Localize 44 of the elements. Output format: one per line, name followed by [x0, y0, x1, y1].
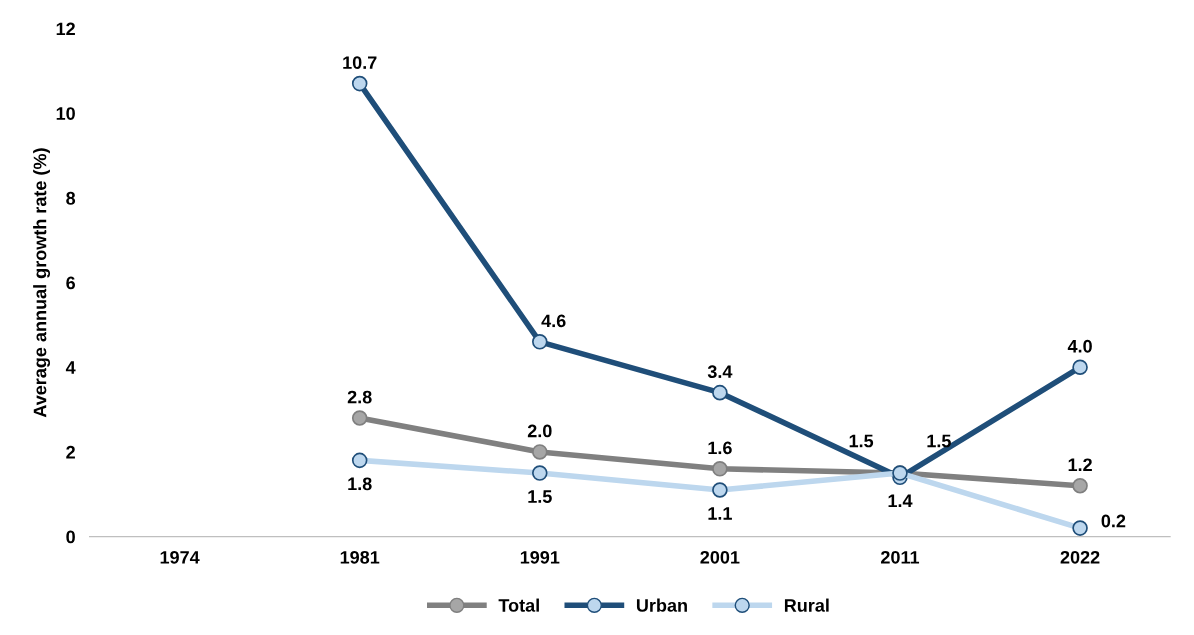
x-tick-label: 2001	[700, 550, 740, 564]
data-label: 2.8	[347, 390, 372, 404]
data-label: 10.7	[343, 56, 377, 70]
point	[351, 410, 368, 426]
legend-label: Urban	[636, 598, 687, 612]
data-label: 1.6	[708, 441, 732, 455]
data-label: 3.4	[707, 365, 733, 379]
data-label: 1.4	[888, 494, 913, 507]
point	[1072, 359, 1088, 376]
point	[712, 482, 728, 498]
point	[532, 465, 548, 481]
y-tick-label: 4	[65, 361, 76, 374]
point	[1072, 520, 1088, 536]
y-tick-label: 6	[66, 276, 76, 290]
point	[351, 452, 368, 469]
y-tick-label: 2	[66, 445, 75, 459]
point	[712, 461, 728, 477]
point	[532, 444, 548, 460]
point	[712, 384, 728, 401]
x-tick-label: 1974	[160, 550, 200, 564]
data-label: 4.0	[1067, 339, 1092, 353]
data-label: 1.5	[528, 490, 552, 503]
x-tick-label: 1991	[520, 550, 560, 564]
data-label: 1.5	[927, 434, 951, 448]
data-label: 1.8	[348, 477, 372, 491]
data-label: 2.0	[527, 424, 552, 438]
y-tick-label: 0	[66, 530, 75, 544]
data-label: 1.2	[1068, 458, 1092, 471]
data-label: 0.2	[1101, 514, 1126, 528]
x-tick-label: 2022	[1060, 550, 1100, 564]
legend-label: Total	[498, 598, 539, 612]
data-label: 1.1	[708, 507, 732, 520]
point	[1072, 477, 1088, 494]
legend-label: Rural	[784, 598, 829, 612]
point	[351, 75, 368, 92]
y-tick-label: 10	[56, 107, 75, 120]
x-tick-label: 1981	[340, 550, 380, 564]
data-label: 1.5	[849, 434, 874, 448]
x-tick-label: 2011	[881, 550, 920, 564]
data-label: 4.6	[541, 314, 566, 328]
point	[532, 334, 548, 350]
y-tick-label: 8	[66, 191, 76, 205]
y-tick-label: 12	[56, 22, 75, 36]
y-axis-title: Average annual growth rate (%)	[33, 148, 51, 418]
